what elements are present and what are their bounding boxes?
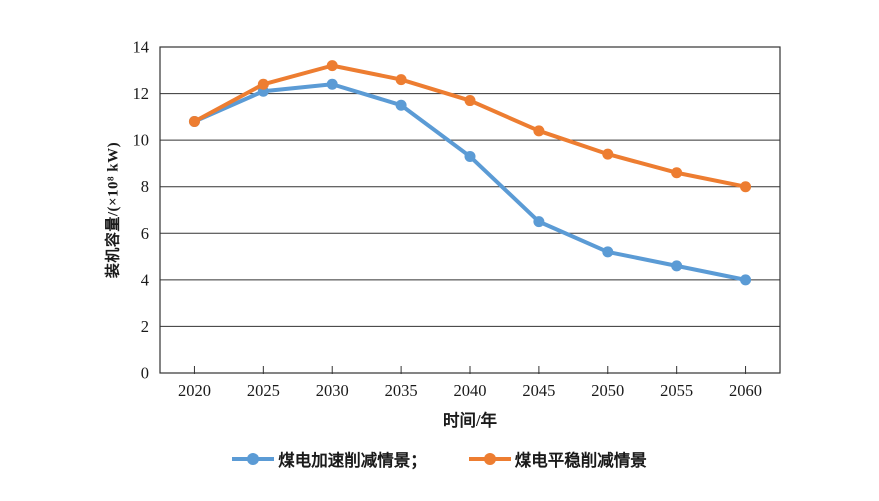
legend-label-accelerated-scenario: 煤电加速削减情景；: [278, 451, 427, 470]
data-point-煤电平稳削减情景-2060: [740, 181, 752, 193]
legend-marker-blue: [232, 453, 275, 466]
y-tick-label: 12: [133, 84, 150, 103]
x-tick-label: 2030: [316, 381, 349, 400]
y-tick-label: 6: [141, 224, 149, 243]
data-point-煤电加速削减情景-2050: [602, 246, 614, 258]
x-tick-label: 2060: [729, 381, 762, 400]
y-tick-label: 10: [133, 131, 150, 150]
y-tick-label: 4: [141, 270, 149, 289]
data-point-煤电加速削减情景-2060: [740, 274, 752, 286]
x-tick-label: 2040: [454, 381, 487, 400]
data-point-煤电加速削减情景-2035: [395, 99, 407, 111]
legend-dot-icon: [483, 453, 496, 465]
data-point-煤电加速削减情景-2045: [533, 216, 545, 228]
data-point-煤电加速削减情景-2040: [464, 150, 476, 162]
x-tick-label: 2055: [660, 381, 693, 400]
data-point-煤电平稳削减情景-2045: [533, 125, 545, 137]
x-axis-title: 时间/年: [442, 411, 498, 430]
legend-marker-orange: [468, 453, 511, 466]
chart-legend: 煤电加速削减情景； 煤电平稳削减情景: [0, 447, 879, 471]
y-tick-label: 14: [133, 38, 150, 57]
line-chart-plot: 0 2 4 6 8 10 12 14 2020 2025 2030 2035 2040 2045 2050 2…: [133, 38, 781, 400]
x-tick-label: 2035: [385, 381, 418, 400]
data-point-煤电加速削减情景-2055: [671, 260, 683, 272]
legend-item-accelerated-scenario: 煤电加速削减情景；: [232, 447, 427, 471]
data-point-煤电平稳削减情景-2055: [671, 167, 683, 179]
data-point-煤电平稳削减情景-2020: [188, 116, 200, 128]
y-tick-label: 2: [141, 317, 149, 336]
data-point-煤电平稳削减情景-2025: [257, 78, 269, 90]
y-tick-label: 0: [141, 364, 149, 383]
data-point-煤电平稳削减情景-2050: [602, 148, 614, 160]
data-point-煤电加速削减情景-2030: [326, 78, 338, 90]
x-tick-label: 2045: [522, 381, 555, 400]
series-line-煤电平稳削减情景: [192, 63, 748, 189]
legend-item-steady-scenario: 煤电平稳削减情景: [468, 447, 647, 471]
data-point-煤电平稳削减情景-2035: [395, 74, 407, 86]
x-tick-label: 2050: [591, 381, 624, 400]
y-tick-label: 8: [141, 177, 149, 196]
data-point-煤电平稳削减情景-2030: [326, 60, 338, 72]
legend-dot-icon: [247, 453, 260, 465]
legend-label-steady-scenario: 煤电平稳削减情景: [514, 451, 647, 470]
data-point-煤电平稳削减情景-2040: [464, 95, 476, 107]
x-tick-label: 2025: [247, 381, 280, 400]
x-tick-label: 2020: [178, 381, 211, 400]
series-line-煤电加速削减情景: [192, 82, 748, 282]
